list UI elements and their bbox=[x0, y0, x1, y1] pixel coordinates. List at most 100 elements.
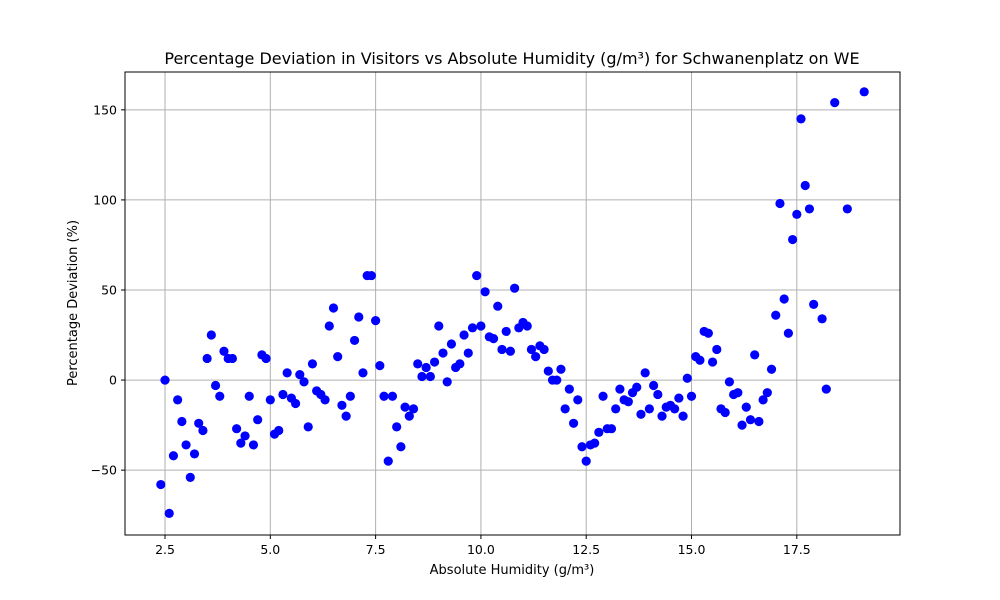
data-point bbox=[623, 397, 633, 407]
data-point bbox=[320, 395, 330, 405]
data-point bbox=[299, 377, 309, 387]
data-point bbox=[455, 359, 465, 369]
data-point bbox=[522, 321, 532, 331]
data-point bbox=[459, 330, 469, 340]
data-point bbox=[674, 393, 684, 403]
data-point bbox=[417, 371, 427, 382]
data-point bbox=[278, 389, 288, 400]
data-point bbox=[168, 451, 179, 461]
data-point bbox=[741, 402, 751, 412]
data-point bbox=[194, 418, 204, 428]
data-point bbox=[295, 370, 305, 380]
data-point bbox=[303, 422, 313, 432]
data-point bbox=[290, 398, 301, 409]
data-point bbox=[577, 442, 587, 452]
data-point bbox=[404, 411, 414, 421]
data-point bbox=[248, 440, 259, 450]
data-point bbox=[210, 380, 221, 391]
data-point bbox=[379, 391, 389, 401]
data-point bbox=[762, 388, 772, 398]
x-tick-label: 12.5 bbox=[572, 542, 600, 557]
data-point bbox=[724, 377, 735, 387]
data-point bbox=[606, 424, 617, 434]
data-point bbox=[413, 359, 423, 369]
chart-title: Percentage Deviation in Visitors vs Abso… bbox=[164, 49, 859, 68]
y-axis-label: Percentage Deviation (%) bbox=[66, 220, 81, 386]
data-point bbox=[800, 180, 810, 191]
data-point bbox=[366, 270, 376, 281]
data-point bbox=[189, 449, 200, 459]
data-point bbox=[526, 344, 537, 355]
data-point bbox=[695, 355, 705, 365]
data-point bbox=[371, 316, 381, 326]
data-point bbox=[859, 87, 869, 97]
y-tick-label: 100 bbox=[93, 192, 117, 207]
data-point bbox=[737, 420, 747, 430]
data-point bbox=[598, 391, 608, 401]
data-point bbox=[581, 456, 591, 466]
data-point bbox=[787, 234, 798, 245]
data-point bbox=[463, 348, 473, 358]
data-point bbox=[265, 395, 275, 405]
data-point bbox=[307, 359, 318, 369]
data-point bbox=[261, 353, 271, 364]
data-point bbox=[636, 409, 646, 419]
data-point bbox=[408, 404, 419, 414]
data-point bbox=[543, 366, 553, 376]
data-point bbox=[472, 270, 482, 281]
data-point bbox=[745, 415, 756, 425]
data-point bbox=[817, 314, 827, 324]
data-point bbox=[198, 425, 208, 436]
data-point bbox=[505, 346, 515, 356]
data-point bbox=[156, 479, 166, 490]
data-point bbox=[640, 368, 650, 378]
x-tick-label: 2.5 bbox=[155, 542, 175, 557]
data-point bbox=[328, 303, 339, 313]
data-point bbox=[467, 323, 478, 333]
data-point bbox=[349, 335, 360, 346]
data-point bbox=[552, 375, 562, 385]
data-point bbox=[568, 418, 579, 428]
data-point bbox=[425, 371, 435, 382]
data-point bbox=[750, 350, 760, 360]
data-point bbox=[686, 391, 697, 401]
data-point bbox=[219, 346, 229, 356]
x-axis-ticks: 2.5 5.0 7.5 10.0 12.5 15.0 17.5 bbox=[155, 535, 811, 557]
data-point bbox=[779, 294, 789, 304]
data-point bbox=[804, 204, 815, 214]
data-point bbox=[341, 411, 351, 421]
data-point bbox=[442, 377, 452, 387]
data-point bbox=[783, 328, 793, 338]
data-point bbox=[446, 339, 457, 349]
data-point bbox=[383, 456, 393, 466]
data-point bbox=[375, 361, 385, 371]
data-point bbox=[236, 438, 246, 448]
data-point bbox=[282, 368, 292, 378]
data-point bbox=[796, 114, 806, 124]
x-tick-label: 5.0 bbox=[260, 542, 280, 557]
data-point bbox=[649, 380, 659, 391]
data-point bbox=[560, 404, 570, 414]
data-point bbox=[678, 411, 688, 421]
data-point bbox=[177, 416, 187, 427]
data-point bbox=[396, 442, 406, 452]
data-point bbox=[434, 321, 444, 331]
data-point bbox=[632, 382, 642, 392]
data-point bbox=[653, 389, 663, 400]
data-point bbox=[333, 352, 343, 362]
data-point bbox=[821, 384, 831, 394]
data-point bbox=[232, 424, 242, 434]
data-point bbox=[707, 357, 718, 367]
data-point bbox=[354, 312, 364, 322]
data-point bbox=[476, 321, 486, 331]
y-tick-label: −50 bbox=[91, 463, 117, 478]
data-point bbox=[493, 301, 503, 311]
data-point bbox=[556, 364, 566, 374]
data-point bbox=[564, 384, 574, 394]
data-point bbox=[253, 415, 263, 425]
data-point bbox=[215, 391, 225, 401]
data-point bbox=[510, 283, 520, 293]
y-tick-label: 50 bbox=[101, 282, 117, 297]
data-point bbox=[720, 407, 730, 418]
